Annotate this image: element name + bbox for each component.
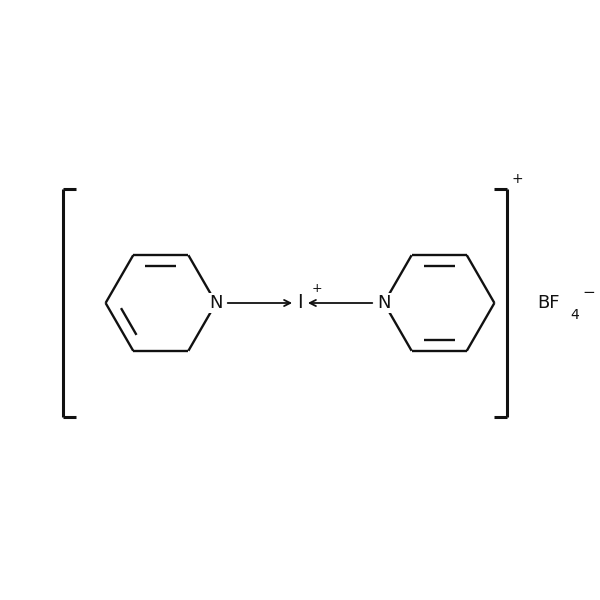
Text: N: N bbox=[209, 294, 223, 312]
Text: I: I bbox=[297, 293, 303, 313]
Text: N: N bbox=[377, 294, 391, 312]
Text: −: − bbox=[582, 284, 595, 299]
Text: +: + bbox=[312, 281, 323, 295]
Text: 4: 4 bbox=[571, 308, 580, 322]
Text: +: + bbox=[512, 172, 523, 186]
Text: BF: BF bbox=[537, 294, 560, 312]
